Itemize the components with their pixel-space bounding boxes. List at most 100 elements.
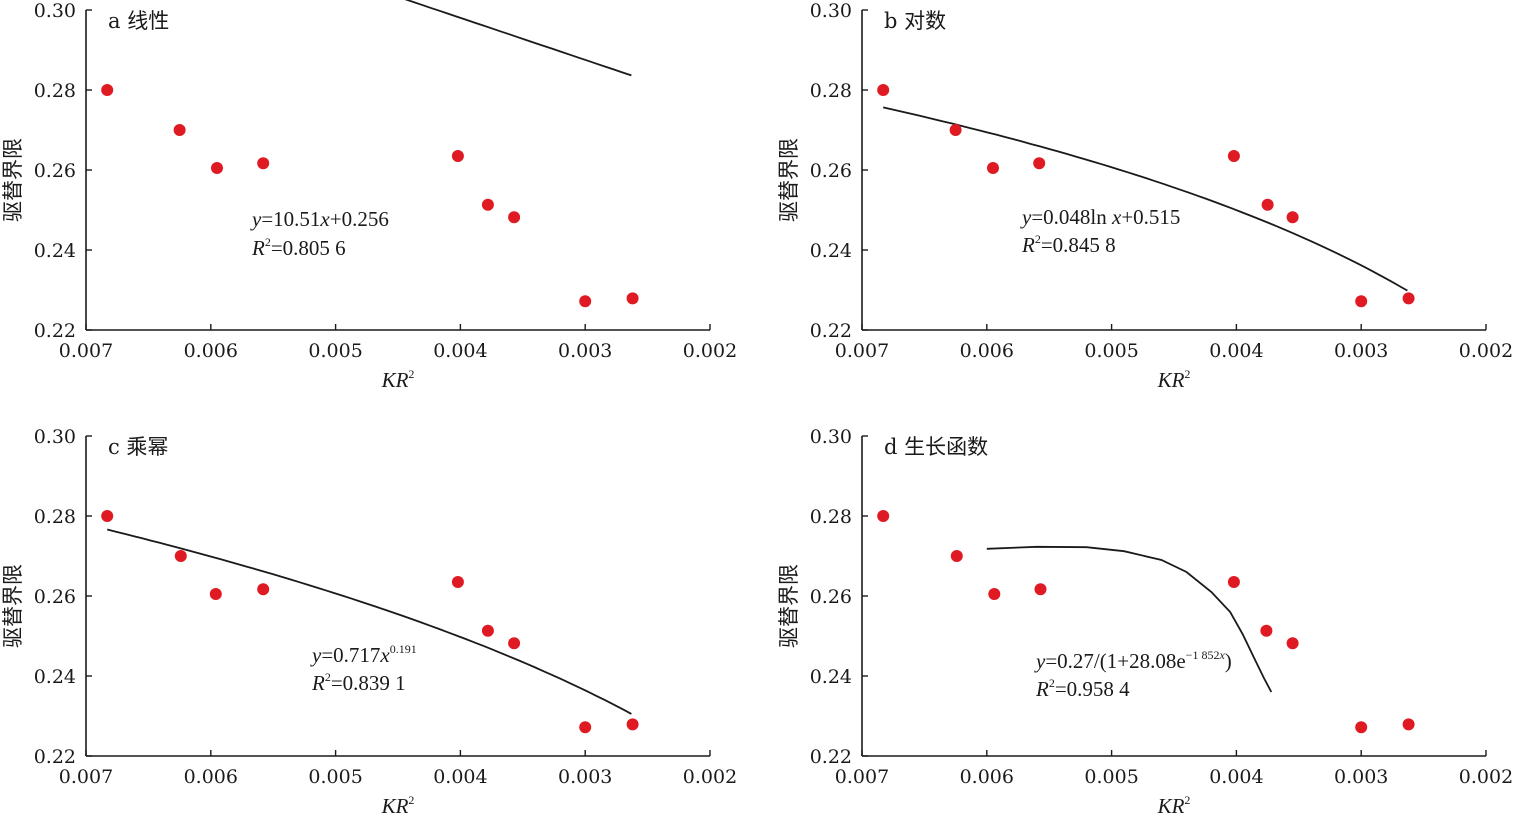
data-point xyxy=(877,510,890,522)
x-axis-label-sup: 2 xyxy=(408,793,414,807)
data-point xyxy=(173,124,186,136)
panel-title: b 对数 xyxy=(884,9,946,33)
x-tick-label: 0.006 xyxy=(960,766,1014,788)
data-point xyxy=(508,211,521,224)
r-squared-part-2: =0.845 8 xyxy=(1041,233,1116,257)
data-point xyxy=(1286,637,1299,650)
y-tick-label: 0.30 xyxy=(34,426,76,448)
data-point xyxy=(579,721,592,734)
y-tick-label: 0.30 xyxy=(810,0,852,22)
fit-equation-part-0: y xyxy=(1020,205,1032,229)
y-axis-label: 驱替界限 xyxy=(777,564,801,648)
data-point xyxy=(1033,157,1046,170)
r-squared-part-0: R xyxy=(1021,233,1035,257)
x-tick-label: 0.002 xyxy=(683,766,737,788)
r-squared: R2=0.845 8 xyxy=(1021,232,1116,257)
data-point xyxy=(1227,150,1240,162)
data-point xyxy=(1227,576,1240,588)
x-axis-label-sup: 2 xyxy=(1184,793,1190,807)
x-tick-label: 0.005 xyxy=(1084,340,1138,362)
data-point xyxy=(174,550,187,562)
data-point xyxy=(1402,718,1415,731)
data-point xyxy=(950,550,963,562)
x-tick-label: 0.003 xyxy=(558,766,612,788)
r-squared-part-1: 2 xyxy=(1049,676,1055,690)
r-squared: R2=0.839 1 xyxy=(311,670,406,695)
y-tick-label: 0.24 xyxy=(810,666,852,688)
data-point xyxy=(481,198,494,211)
data-point xyxy=(877,84,890,96)
fit-curve xyxy=(404,0,632,77)
data-point xyxy=(257,583,270,596)
fit-equation-part-3: +0.256 xyxy=(330,207,389,231)
r-squared: R2=0.958 4 xyxy=(1035,676,1130,701)
x-tick-label: 0.002 xyxy=(1459,766,1513,788)
data-point xyxy=(1355,721,1368,734)
data-point xyxy=(257,157,270,170)
y-tick-label: 0.22 xyxy=(34,746,76,768)
x-tick-label: 0.005 xyxy=(308,340,362,362)
x-axis-label: KR2 xyxy=(381,367,415,392)
panel-a-linear: 0.22 0.24 0.26 0.28 0.30 0.007 0.006 0.005 0.004… xyxy=(1,0,737,392)
y-axis-label: 驱替界限 xyxy=(1,138,25,222)
x-axis-label-main: KR xyxy=(381,368,409,392)
fit-equation: y=0.717x0.191 xyxy=(310,642,417,667)
data-point xyxy=(211,162,223,174)
data-point xyxy=(626,292,639,305)
fit-equation-part-1: =10.51 xyxy=(261,207,320,231)
y-tick-label: 0.26 xyxy=(810,160,852,182)
x-axis-label: KR2 xyxy=(381,793,415,818)
x-tick-label: 0.004 xyxy=(433,340,487,362)
data-point xyxy=(508,637,521,650)
y-tick-label: 0.30 xyxy=(34,0,76,22)
y-tick-label: 0.24 xyxy=(810,240,852,262)
x-axis-label-main: KR xyxy=(381,794,409,818)
fit-equation-part-2: x xyxy=(1111,205,1122,229)
x-tick-label: 0.003 xyxy=(1334,340,1388,362)
x-axis-label-sup: 2 xyxy=(408,367,414,381)
fit-curve xyxy=(883,106,1408,292)
panel-title: a 线性 xyxy=(108,9,169,33)
y-tick-label: 0.28 xyxy=(34,80,76,102)
fit-equation-part-0: y xyxy=(250,207,262,231)
x-tick-label: 0.007 xyxy=(59,340,113,362)
panel-title: d 生长函数 xyxy=(884,435,988,459)
y-tick-label: 0.28 xyxy=(810,80,852,102)
y-axis-label: 驱替界限 xyxy=(777,138,801,222)
fit-equation-part-1: =0.717 xyxy=(321,643,380,667)
r-squared-part-0: R xyxy=(311,671,325,695)
r-squared-part-2: =0.958 4 xyxy=(1055,677,1130,701)
y-tick-label: 0.24 xyxy=(34,666,76,688)
fit-curve xyxy=(106,528,632,715)
fit-equation-part-2: x xyxy=(379,643,390,667)
x-axis-label-main: KR xyxy=(1157,368,1185,392)
x-tick-label: 0.006 xyxy=(184,766,238,788)
fit-equation: y=0.27/(1+28.08e−1 852x) xyxy=(1034,648,1232,673)
fit-equation-part-3: x xyxy=(1218,648,1225,662)
data-point xyxy=(1034,583,1047,596)
x-tick-label: 0.004 xyxy=(433,766,487,788)
panel-d-growth: 0.22 0.24 0.26 0.28 0.30 0.007 0.006 0.005 0.004… xyxy=(777,426,1513,818)
panel-title: c 乘幂 xyxy=(108,435,168,459)
fit-equation-part-0: y xyxy=(1034,649,1046,673)
x-axis-label-main: KR xyxy=(1157,794,1185,818)
data-point xyxy=(209,588,222,600)
y-tick-label: 0.26 xyxy=(34,586,76,608)
r-squared-part-2: =0.839 1 xyxy=(331,671,406,695)
data-point xyxy=(949,124,962,136)
x-tick-label: 0.007 xyxy=(59,766,113,788)
fit-equation-part-3: 0.191 xyxy=(390,642,417,656)
y-tick-label: 0.28 xyxy=(34,506,76,528)
fit-equation-part-0: y xyxy=(310,643,322,667)
fit-curve xyxy=(986,545,1273,693)
r-squared-part-1: 2 xyxy=(1035,232,1041,246)
fit-equation-part-4: ) xyxy=(1225,649,1232,673)
data-point xyxy=(101,510,114,522)
r-squared: R2=0.805 6 xyxy=(251,235,346,260)
fit-equation-part-2: −1 852 xyxy=(1186,648,1220,662)
y-tick-label: 0.26 xyxy=(810,586,852,608)
r-squared-part-2: =0.805 6 xyxy=(271,236,346,260)
data-point xyxy=(626,718,639,731)
data-point xyxy=(101,84,114,96)
